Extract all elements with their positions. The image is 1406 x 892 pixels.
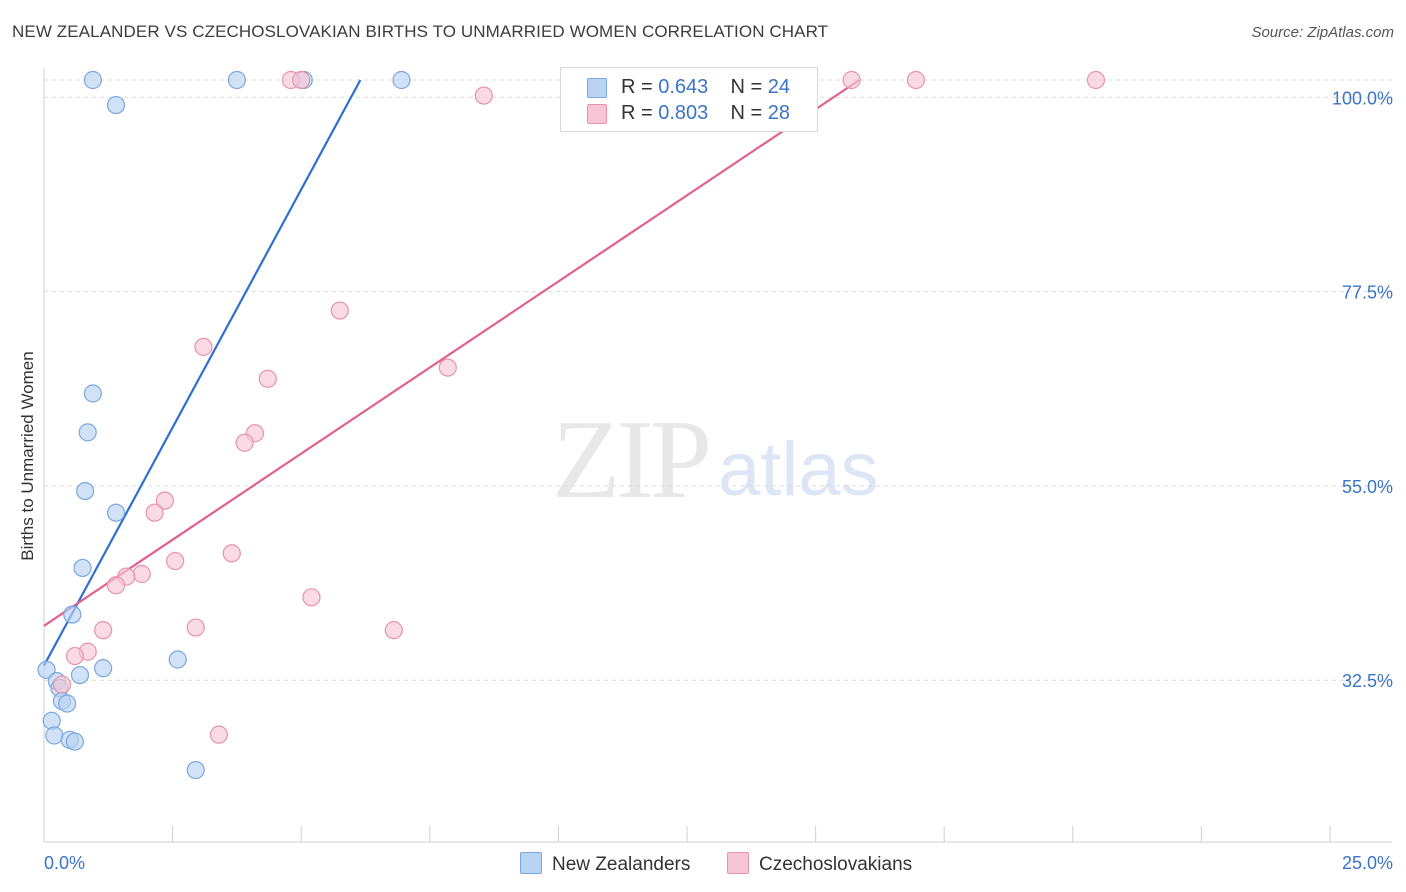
pink-trend-line — [43, 79, 860, 627]
pink-data-point — [330, 301, 349, 320]
blue-data-point — [65, 732, 84, 751]
legend-swatch-blue — [587, 78, 607, 98]
pink-data-point — [222, 544, 241, 563]
legend-r-value: 0.643 — [658, 76, 709, 98]
legend-r-label: R = — [621, 102, 653, 124]
legend-n-value: 24 — [767, 76, 791, 98]
pink-data-point — [302, 588, 321, 607]
pink-data-point — [106, 576, 126, 595]
pink-data-point — [1086, 70, 1106, 90]
pink-data-point — [474, 86, 493, 105]
pink-data-point — [384, 621, 403, 640]
pink-data-point — [438, 358, 457, 377]
pink-data-point — [145, 503, 164, 522]
y-axis-label: Births to Unmarried Women — [18, 351, 37, 561]
bottom-legend-label: Czechoslovakians — [759, 854, 913, 875]
x-tick-label: 0.0% — [44, 853, 85, 873]
watermark-zip: ZIP — [552, 398, 712, 522]
legend-n-label: N = — [730, 76, 763, 98]
blue-data-point — [73, 558, 92, 578]
bottom-legend-czechoslovakians: Czechoslovakians — [727, 852, 912, 876]
blue-data-point — [106, 95, 126, 115]
pink-data-point — [166, 551, 185, 571]
blue-data-point — [392, 70, 411, 90]
legend-r-label: R = — [621, 76, 653, 98]
blue-data-point — [83, 384, 102, 403]
bottom-legend-label: New Zealanders — [552, 854, 691, 875]
blue-data-point — [37, 660, 56, 679]
pink-data-point — [94, 621, 113, 640]
blue-data-point — [76, 481, 95, 501]
blue-trend-line — [43, 79, 362, 667]
pink-data-point — [292, 70, 311, 90]
pink-data-point — [842, 70, 861, 90]
pink-data-point — [65, 646, 84, 666]
pink-data-point — [52, 675, 72, 694]
blue-data-point — [70, 665, 90, 685]
y-tick-label: 77.5% — [1342, 283, 1393, 303]
pink-data-point — [258, 369, 277, 388]
pink-data-point — [132, 564, 151, 584]
blue-data-point — [58, 694, 77, 713]
correlation-legend: R = 0.643 N = 24 R = 0.803 N = 28 — [560, 67, 818, 132]
blue-data-point — [94, 659, 113, 678]
legend-n-label: N = — [730, 102, 763, 124]
pink-data-point — [186, 618, 205, 637]
bottom-legend-swatch-blue — [520, 852, 542, 874]
y-tick-label: 100.0% — [1332, 88, 1393, 108]
blue-data-point — [83, 70, 102, 90]
y-tick-label: 55.0% — [1342, 477, 1393, 497]
chart-title: NEW ZEALANDER VS CZECHOSLOVAKIAN BIRTHS … — [12, 22, 829, 41]
blue-data-point — [106, 503, 126, 522]
pink-data-point — [194, 337, 213, 356]
legend-r-value: 0.803 — [658, 102, 709, 124]
pink-data-point — [906, 70, 926, 90]
pink-data-point — [235, 433, 254, 452]
blue-data-point — [227, 70, 246, 90]
pink-data-point — [209, 725, 228, 744]
blue-data-point — [78, 423, 97, 442]
blue-data-point — [168, 650, 187, 669]
blue-data-point — [63, 605, 82, 624]
bottom-legend-swatch-pink — [727, 852, 749, 874]
bottom-legend-new-zealanders: New Zealanders — [520, 852, 690, 876]
watermark-atlas: atlas — [718, 427, 879, 512]
legend-n-value: 28 — [767, 102, 791, 124]
blue-data-point — [42, 711, 61, 730]
blue-data-point — [186, 760, 205, 780]
y-tick-label: 32.5% — [1342, 671, 1393, 691]
blue-data-point — [45, 726, 64, 745]
source-label: Source: ZipAtlas.com — [1251, 24, 1394, 41]
legend-swatch-pink — [587, 104, 607, 124]
x-tick-label: 25.0% — [1342, 853, 1393, 873]
pink-data-point — [155, 491, 174, 510]
